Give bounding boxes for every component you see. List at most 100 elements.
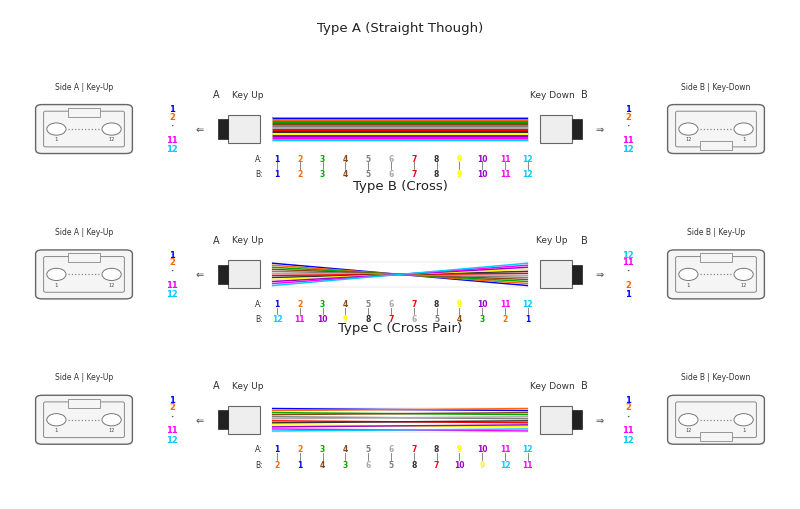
Text: 12: 12 — [166, 435, 178, 444]
Bar — [218, 120, 228, 139]
FancyBboxPatch shape — [36, 250, 132, 299]
Text: 1: 1 — [625, 105, 631, 114]
Text: 9: 9 — [457, 154, 462, 163]
Text: 3: 3 — [479, 315, 485, 324]
Bar — [228, 116, 260, 144]
Bar — [228, 406, 260, 434]
Text: 1: 1 — [742, 427, 746, 432]
Text: 6: 6 — [388, 169, 394, 179]
Text: 5: 5 — [366, 299, 370, 308]
Text: 12: 12 — [522, 444, 533, 454]
Text: 12: 12 — [166, 145, 178, 154]
FancyBboxPatch shape — [675, 402, 757, 438]
Text: Side B | Key-Up: Side B | Key-Up — [687, 228, 745, 237]
Text: 11: 11 — [166, 426, 178, 435]
Text: 2: 2 — [625, 403, 631, 412]
FancyBboxPatch shape — [43, 112, 125, 148]
Text: 1: 1 — [274, 169, 280, 179]
Text: A:: A: — [254, 299, 262, 308]
Text: 12: 12 — [522, 299, 533, 308]
Text: 7: 7 — [411, 444, 417, 454]
Text: B: B — [581, 380, 587, 390]
Text: 5: 5 — [366, 444, 370, 454]
Text: 11: 11 — [500, 169, 510, 179]
Text: A:: A: — [254, 154, 262, 163]
Circle shape — [102, 414, 122, 426]
Text: 3: 3 — [320, 169, 326, 179]
Bar — [572, 120, 582, 139]
Text: 1: 1 — [525, 315, 530, 324]
Circle shape — [46, 124, 66, 136]
Text: 4: 4 — [320, 460, 326, 469]
Text: 1: 1 — [686, 282, 690, 287]
Text: 1: 1 — [625, 395, 631, 404]
Text: 12: 12 — [522, 169, 533, 179]
Text: Type A (Straight Though): Type A (Straight Though) — [317, 21, 483, 35]
Text: B: B — [581, 235, 587, 245]
Text: 5: 5 — [366, 169, 370, 179]
Text: Key Down: Key Down — [530, 381, 574, 390]
Text: 12: 12 — [166, 290, 178, 299]
Circle shape — [679, 414, 698, 426]
Text: 11: 11 — [500, 444, 510, 454]
Text: 11: 11 — [166, 135, 178, 145]
Bar — [68, 254, 100, 263]
Text: 2: 2 — [297, 154, 302, 163]
Text: 12: 12 — [272, 315, 282, 324]
Text: 1: 1 — [742, 137, 746, 142]
Text: A: A — [213, 90, 219, 100]
Bar — [68, 399, 100, 408]
Text: 2: 2 — [297, 444, 302, 454]
FancyBboxPatch shape — [43, 402, 125, 438]
Text: 9: 9 — [457, 169, 462, 179]
Text: 1: 1 — [54, 282, 58, 287]
Text: 9: 9 — [342, 315, 348, 324]
Text: 12: 12 — [109, 282, 114, 287]
Circle shape — [679, 269, 698, 281]
Text: 9: 9 — [457, 444, 462, 454]
Text: A: A — [213, 380, 219, 390]
Text: Key Down: Key Down — [530, 91, 574, 100]
FancyBboxPatch shape — [667, 395, 765, 444]
Text: 8: 8 — [434, 154, 439, 163]
FancyBboxPatch shape — [43, 257, 125, 293]
Text: 7: 7 — [411, 154, 417, 163]
FancyBboxPatch shape — [675, 257, 757, 293]
Text: 11: 11 — [622, 258, 634, 267]
Text: 4: 4 — [342, 444, 348, 454]
Text: 11: 11 — [166, 280, 178, 290]
Text: 2: 2 — [274, 460, 280, 469]
Bar — [572, 410, 582, 430]
Text: 10: 10 — [477, 154, 487, 163]
Text: 10: 10 — [477, 169, 487, 179]
Text: Type B (Cross): Type B (Cross) — [353, 179, 447, 192]
Text: 1: 1 — [274, 299, 280, 308]
Text: ·: · — [170, 268, 174, 277]
FancyBboxPatch shape — [675, 112, 757, 148]
FancyBboxPatch shape — [667, 250, 765, 299]
Circle shape — [679, 124, 698, 136]
Bar — [272, 118, 528, 142]
Text: 3: 3 — [320, 444, 326, 454]
Bar — [228, 261, 260, 289]
Text: 12: 12 — [622, 145, 634, 154]
Text: 1: 1 — [274, 154, 280, 163]
Circle shape — [102, 124, 122, 136]
Text: 11: 11 — [294, 315, 305, 324]
FancyBboxPatch shape — [667, 105, 765, 154]
Text: 2: 2 — [169, 112, 175, 122]
Text: B:: B: — [254, 460, 262, 469]
Text: 3: 3 — [342, 460, 348, 469]
Text: Side A | Key-Up: Side A | Key-Up — [55, 373, 113, 382]
Bar — [700, 254, 732, 263]
Text: Key Up: Key Up — [232, 91, 264, 100]
Bar — [540, 406, 572, 434]
Bar — [540, 261, 572, 289]
Text: Side B | Key-Down: Side B | Key-Down — [682, 373, 750, 382]
Text: Key Up: Key Up — [232, 236, 264, 245]
Text: 10: 10 — [454, 460, 465, 469]
Text: Side A | Key-Up: Side A | Key-Up — [55, 82, 113, 92]
Text: ·: · — [170, 123, 174, 132]
Text: 6: 6 — [388, 154, 394, 163]
Text: 1: 1 — [297, 460, 302, 469]
